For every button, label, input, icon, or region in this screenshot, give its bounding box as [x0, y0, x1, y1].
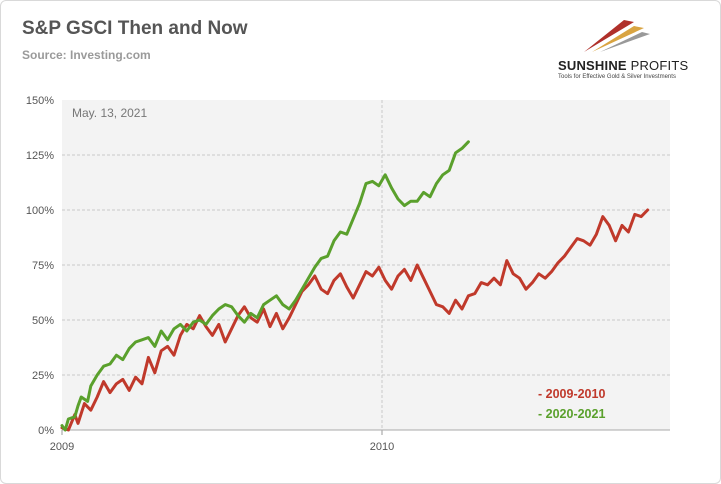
date-annotation: May. 13, 2021	[72, 106, 147, 120]
axes: 0% 25% 50% 75% 100% 125% 150% 2009 2010	[26, 95, 670, 453]
x-tick-label: 2009	[50, 441, 74, 453]
series-line-2	[60, 140, 470, 432]
y-tick-label: 25%	[32, 370, 54, 382]
grid-lines	[62, 100, 670, 430]
legend: - 2009-2010 - 2020-2021	[538, 387, 605, 421]
sunshine-profits-logo: SUNSHINE PROFITS Tools for Effective Gol…	[554, 14, 704, 84]
y-tick-label: 0%	[38, 425, 54, 437]
y-tick-label: 100%	[26, 205, 54, 217]
logo-tagline: Tools for Effective Gold & Silver Invest…	[558, 74, 676, 80]
legend-entry-2: - 2020-2021	[538, 407, 605, 421]
y-tick-label: 150%	[26, 95, 54, 107]
y-tick-label: 75%	[32, 260, 54, 272]
y-tick-label: 125%	[26, 150, 54, 162]
logo-wordmark: SUNSHINE PROFITS	[558, 58, 689, 73]
y-tick-label: 50%	[32, 315, 54, 327]
chart-title: S&P GSCI Then and Now	[22, 18, 248, 39]
chart-source: Source: Investing.com	[22, 48, 151, 62]
series-line-1	[60, 208, 650, 432]
series-lines	[60, 140, 650, 432]
x-tick-label: 2010	[370, 441, 394, 453]
legend-entry-1: - 2009-2010	[538, 387, 605, 401]
sun-rays-icon	[584, 20, 650, 52]
